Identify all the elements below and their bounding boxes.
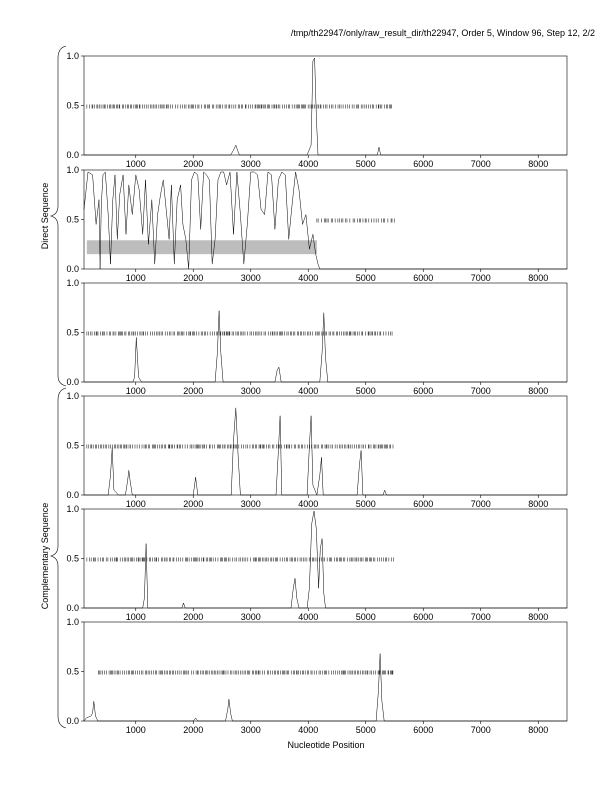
x-axis-label: Nucleotide Position (287, 740, 364, 750)
y-tick-label: 1.0 (66, 278, 79, 288)
series-line (83, 171, 567, 270)
complementary-sequence-brace (49, 387, 67, 729)
complementary-sequence-label: Complementary Sequence (40, 503, 50, 610)
x-tick-label: 6000 (413, 159, 433, 169)
x-tick-label: 1000 (126, 499, 146, 509)
panel-5: 0.0 0.5 1.0 1000 2000 3000 4000 5000 6000 7000 800… (66, 504, 568, 622)
x-tick-label: 5000 (356, 273, 376, 283)
x-tick-label: 7000 (471, 159, 491, 169)
x-tick-label: 4000 (298, 386, 318, 396)
x-tick-label: 6000 (413, 499, 433, 509)
x-tick-label: 6000 (413, 725, 433, 735)
panel-frame (83, 55, 568, 156)
panel-frame (83, 621, 568, 722)
series-line (84, 57, 567, 156)
x-tick-label: 4000 (298, 725, 318, 735)
x-tick-label: 8000 (528, 159, 548, 169)
x-tick-label: 3000 (241, 725, 261, 735)
x-tick-label: 4000 (298, 499, 318, 509)
x-tick-label: 5000 (356, 499, 376, 509)
x-tick-label: 5000 (356, 612, 376, 622)
direct-sequence-label: Direct Sequence (40, 183, 50, 250)
x-tick-label: 8000 (528, 725, 548, 735)
x-tick-label: 3000 (241, 159, 261, 169)
x-tick-label: 2000 (183, 386, 203, 396)
series-line (84, 407, 567, 496)
panel-4: 0.0 0.5 1.0 1000 2000 3000 4000 5000 6000 7000 800… (66, 391, 568, 509)
x-tick-label: 1000 (126, 725, 146, 735)
y-tick-label: 1.0 (66, 51, 79, 61)
x-tick-label: 6000 (413, 386, 433, 396)
y-tick-label: 0.0 (66, 603, 79, 613)
x-tick-label: 8000 (528, 273, 548, 283)
x-tick-label: 8000 (528, 612, 548, 622)
x-tick-label: 6000 (413, 612, 433, 622)
panel-frame (83, 395, 568, 496)
y-tick-label: 0.5 (66, 441, 79, 451)
direct-sequence-brace (49, 45, 67, 387)
x-tick-label: 4000 (298, 273, 318, 283)
y-tick-label: 0.0 (66, 264, 79, 274)
x-tick-label: 3000 (241, 273, 261, 283)
x-tick-label: 7000 (471, 612, 491, 622)
y-tick-label: 1.0 (66, 617, 79, 627)
x-tick-label: 5000 (356, 159, 376, 169)
x-tick-label: 5000 (356, 725, 376, 735)
panel-frame (83, 169, 568, 270)
x-tick-label: 3000 (241, 612, 261, 622)
x-tick-label: 1000 (126, 386, 146, 396)
y-tick-label: 1.0 (66, 391, 79, 401)
series-line (84, 510, 567, 609)
x-tick-label: 1000 (126, 159, 146, 169)
x-tick-label: 4000 (298, 159, 318, 169)
x-tick-label: 3000 (241, 386, 261, 396)
y-tick-label: 0.5 (66, 667, 79, 677)
y-tick-label: 1.0 (66, 504, 79, 514)
y-tick-label: 0.0 (66, 490, 79, 500)
panel-frame (83, 508, 568, 609)
x-tick-label: 1000 (126, 273, 146, 283)
figure-header: /tmp/th22947/only/raw_result_dir/th22947… (291, 28, 595, 38)
panel-1: 0.0 0.5 1.0 1000 2000 3000 4000 5000 6000 7000 800… (66, 51, 568, 169)
y-tick-label: 0.0 (66, 377, 79, 387)
panel-2: 0.0 0.5 1.0 1000 2000 3000 4000 5000 6000 7000 800… (66, 165, 568, 283)
y-tick-label: 0.5 (66, 554, 79, 564)
x-tick-label: 7000 (471, 725, 491, 735)
x-tick-label: 2000 (183, 725, 203, 735)
x-tick-label: 5000 (356, 386, 376, 396)
panel-6: 0.0 0.5 1.0 1000 2000 3000 4000 5000 6000 7000 800… (66, 617, 568, 735)
y-tick-label: 1.0 (66, 165, 79, 175)
x-tick-label: 2000 (183, 612, 203, 622)
series-line (84, 310, 567, 383)
panel-3: 0.0 0.5 1.0 1000 2000 3000 4000 5000 6000 7000 800… (66, 278, 568, 396)
x-tick-label: 8000 (528, 386, 548, 396)
x-tick-label: 8000 (528, 499, 548, 509)
x-tick-label: 2000 (183, 499, 203, 509)
y-tick-label: 0.0 (66, 150, 79, 160)
x-tick-label: 7000 (471, 273, 491, 283)
y-tick-label: 0.0 (66, 716, 79, 726)
y-tick-label: 0.5 (66, 215, 79, 225)
panel-frame (83, 282, 568, 383)
y-tick-label: 0.5 (66, 328, 79, 338)
x-tick-label: 7000 (471, 499, 491, 509)
x-tick-label: 7000 (471, 386, 491, 396)
x-tick-label: 2000 (183, 273, 203, 283)
x-tick-label: 6000 (413, 273, 433, 283)
x-tick-label: 1000 (126, 612, 146, 622)
x-tick-label: 2000 (183, 159, 203, 169)
series-line (83, 653, 567, 722)
x-tick-label: 4000 (298, 612, 318, 622)
y-tick-label: 0.5 (66, 101, 79, 111)
threshold-band (86, 240, 317, 255)
x-tick-label: 3000 (241, 499, 261, 509)
